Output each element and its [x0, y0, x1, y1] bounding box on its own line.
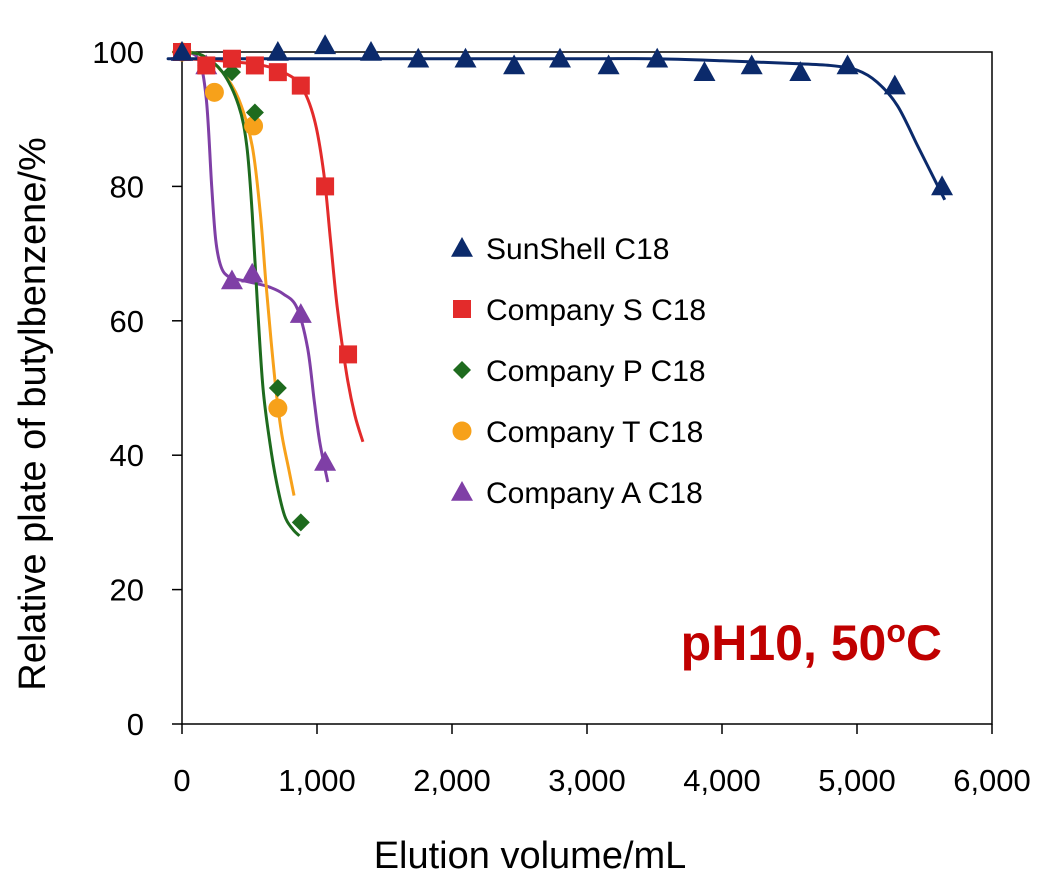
y-axis-title: Relative plate of butylbenzene/%: [12, 137, 54, 690]
data-point-company-s-c18: [197, 56, 216, 75]
data-point-company-s-c18: [268, 63, 287, 82]
y-tick-label: 0: [127, 707, 144, 742]
data-point-company-s-c18: [291, 76, 310, 95]
data-point-sunshell-c18: [597, 54, 620, 75]
legend-label-company-t-c18: Company T C18: [486, 416, 703, 449]
legend-marker-company-p-c18: [453, 361, 471, 379]
data-point-company-p-c18: [245, 103, 264, 122]
data-point-company-a-c18: [220, 269, 243, 290]
condition-annotation: pH10, 50oC: [681, 613, 942, 671]
y-tick-label: 60: [110, 304, 144, 339]
x-tick-label: 0: [173, 763, 190, 798]
data-point-sunshell-c18: [503, 54, 526, 75]
data-point-sunshell-c18: [931, 175, 954, 196]
ticks-layer: 0 1,000 2,000 3,000 4,000 5,000 6,000 0 20 40 60 80…: [92, 35, 1031, 798]
data-point-company-s-c18: [245, 56, 264, 75]
annotation-suffix: C: [906, 615, 942, 671]
data-point-company-t-c18: [244, 116, 264, 136]
y-tick-label: 40: [110, 438, 144, 473]
x-tick-label: 2,000: [413, 763, 491, 798]
data-points-layer: [171, 34, 954, 532]
data-point-sunshell-c18: [454, 47, 477, 68]
x-tick-label: 5,000: [818, 763, 896, 798]
x-axis-title: Elution volume/mL: [374, 835, 687, 877]
legend-label-company-p-c18: Company P C18: [486, 355, 706, 388]
data-point-company-s-c18: [316, 177, 335, 196]
data-point-company-a-c18: [314, 450, 337, 471]
legend: SunShell C18 Company S C18 Company P C18 Co…: [451, 233, 706, 510]
data-point-sunshell-c18: [266, 41, 289, 61]
data-point-sunshell-c18: [360, 41, 382, 61]
data-point-sunshell-c18: [693, 61, 716, 81]
legend-label-company-s-c18: Company S C18: [486, 294, 706, 327]
data-point-sunshell-c18: [314, 34, 337, 55]
fit-line-sunshell-c18: [166, 57, 947, 201]
data-point-sunshell-c18: [883, 74, 906, 95]
annotation-main: pH10, 50: [681, 615, 887, 671]
annotation-superscript: o: [886, 613, 906, 649]
legend-label-company-a-c18: Company A C18: [486, 477, 703, 510]
data-point-company-s-c18: [339, 345, 358, 364]
y-tick-label: 20: [110, 573, 144, 608]
legend-label-sunshell-c18: SunShell C18: [486, 233, 669, 266]
data-point-sunshell-c18: [646, 47, 669, 68]
data-point-company-a-c18: [241, 262, 264, 283]
fit-line-company-p-c18: [181, 50, 301, 537]
legend-marker-company-a-c18: [451, 481, 473, 501]
legend-marker-company-s-c18: [453, 300, 471, 318]
data-point-company-p-c18: [291, 513, 310, 532]
data-point-company-s-c18: [222, 49, 241, 68]
data-point-company-t-c18: [268, 398, 288, 418]
data-point-sunshell-c18: [171, 41, 193, 61]
x-tick-label: 3,000: [548, 763, 626, 798]
data-point-sunshell-c18: [740, 54, 763, 75]
data-point-sunshell-c18: [836, 54, 859, 75]
data-point-company-p-c18: [268, 379, 287, 397]
y-tick-label: 80: [110, 169, 144, 204]
data-point-company-t-c18: [204, 82, 224, 102]
x-tick-label: 6,000: [953, 763, 1031, 798]
data-point-company-a-c18: [289, 303, 312, 323]
data-point-sunshell-c18: [407, 47, 430, 68]
legend-marker-sunshell-c18: [451, 237, 473, 257]
y-tick-label: 100: [92, 35, 144, 70]
data-point-sunshell-c18: [789, 61, 812, 81]
data-point-sunshell-c18: [549, 47, 571, 68]
fit-line-company-s-c18: [171, 57, 365, 443]
x-tick-label: 4,000: [683, 763, 761, 798]
fit-line-company-t-c18: [181, 50, 296, 496]
legend-marker-company-t-c18: [452, 421, 472, 441]
x-tick-label: 1,000: [278, 763, 356, 798]
